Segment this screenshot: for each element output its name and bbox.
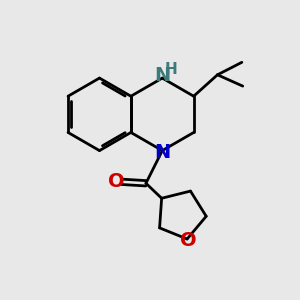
- Text: O: O: [108, 172, 124, 191]
- Text: N: N: [154, 66, 170, 85]
- Text: O: O: [180, 231, 197, 250]
- Text: N: N: [154, 143, 170, 163]
- Text: H: H: [165, 62, 178, 77]
